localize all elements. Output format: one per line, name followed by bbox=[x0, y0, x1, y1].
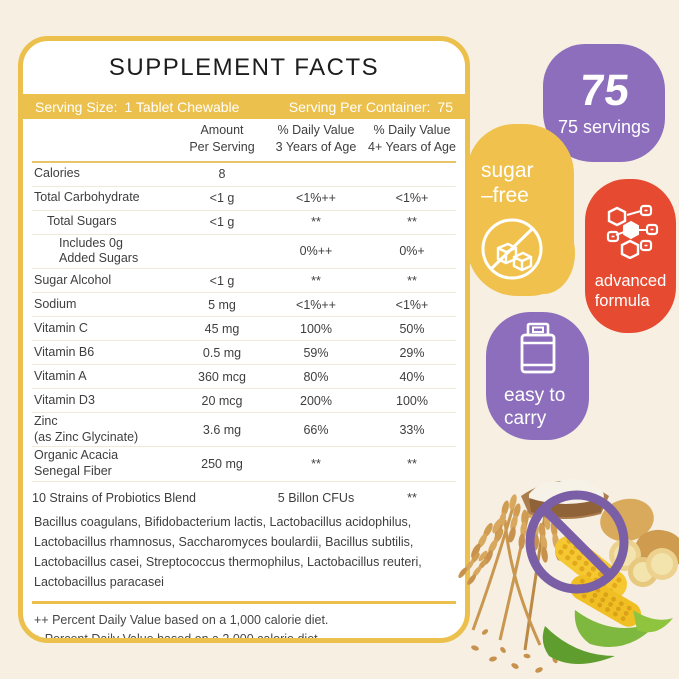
header-amount: Amount Per Serving bbox=[189, 123, 255, 154]
footnote-1000-calorie: ++ Percent Daily Value based on a 1,000 … bbox=[34, 612, 329, 627]
header-dv-3years: % Daily Value 3 Years of Age bbox=[275, 123, 357, 154]
table-row-total-sugars: Total Sugars <1 g ** ** bbox=[32, 211, 456, 235]
servings-label: 75 servings bbox=[557, 116, 651, 137]
servings-per-container: Serving Per Container: 75 bbox=[289, 99, 453, 115]
table-row-total-carbohydrate: Total Carbohydrate <1 g <1%++ <1%+ bbox=[32, 187, 456, 211]
table-row-vitamin-d3: Vitamin D3 20 mcg 200% 100% bbox=[32, 389, 456, 413]
servings-per-container-label: Serving Per Container: bbox=[288, 98, 431, 115]
no-grains-starch-illustration bbox=[455, 460, 679, 679]
prohibition-circle-icon bbox=[525, 490, 629, 594]
table-row-vitamin-b6: Vitamin B6 0.5 mg 59% 29% bbox=[32, 341, 456, 365]
probiotics-dv: ** bbox=[407, 490, 417, 505]
sugar-free-label: sugar –free bbox=[481, 159, 534, 208]
easy-to-carry-badge: easy to carry bbox=[486, 312, 589, 440]
footnote-2000-calorie: + Percent Daily Value based on a 2,000 c… bbox=[34, 632, 322, 643]
table-row-added-sugars: Includes 0g Added Sugars 0%++ 0%+ bbox=[32, 235, 456, 269]
molecule-icon bbox=[603, 201, 659, 264]
serving-info-bar: Serving Size: 1 Tablet Chewable Serving … bbox=[23, 94, 465, 119]
table-row-zinc: Zinc (as Zinc Glycinate) 3.6 mg 66% 33% bbox=[32, 413, 456, 448]
serving-size: Serving Size: 1 Tablet Chewable bbox=[35, 99, 239, 115]
serving-size-label: Serving Size: bbox=[35, 98, 118, 115]
header-dv-4plus: % Daily Value 4+ Years of Age bbox=[368, 123, 456, 154]
footnotes: ++ Percent Daily Value based on a 1,000 … bbox=[32, 600, 456, 643]
nutrition-table: Amount Per Serving % Daily Value 3 Years… bbox=[32, 119, 456, 601]
servings-per-container-value: 75 bbox=[437, 98, 453, 115]
panel-title: SUPPLEMENT FACTS bbox=[108, 54, 380, 81]
no-sugar-cubes-icon bbox=[478, 215, 546, 288]
easy-to-carry-label: easy to carry bbox=[504, 384, 566, 429]
advanced-formula-label: advanced formula bbox=[594, 271, 667, 310]
table-row-sodium: Sodium 5 mg <1%++ <1%+ bbox=[32, 293, 456, 317]
supplement-bottle-icon bbox=[515, 322, 561, 379]
wheat bbox=[456, 491, 563, 673]
servings-count: 75 bbox=[576, 65, 632, 115]
probiotics-blend-name: 10 Strains of Probiotics Blend bbox=[32, 490, 196, 505]
advanced-formula-badge: advanced formula bbox=[585, 179, 676, 333]
table-row-vitamin-c: Vitamin C 45 mg 100% 50% bbox=[32, 317, 456, 341]
probiotics-strains-list: Bacillus coagulans, Bifidobacterium lact… bbox=[34, 514, 422, 590]
table-header-row: Amount Per Serving % Daily Value 3 Years… bbox=[32, 119, 456, 163]
table-row-acacia-fiber: Organic Acacia Senegal Fiber 250 mg ** *… bbox=[32, 447, 456, 482]
table-row-vitamin-a: Vitamin A 360 mcg 80% 40% bbox=[32, 365, 456, 389]
table-row-probiotics-blend: 10 Strains of Probiotics Blend 5 Billon … bbox=[32, 482, 456, 510]
table-row-sugar-alcohol: Sugar Alcohol <1 g ** ** bbox=[32, 269, 456, 293]
probiotics-cfu-value: 5 Billon CFUs bbox=[277, 490, 355, 505]
supplement-facts-panel: SUPPLEMENT FACTS Serving Size: 1 Tablet … bbox=[18, 36, 470, 643]
serving-size-value: 1 Tablet Chewable bbox=[124, 98, 240, 115]
corn bbox=[542, 535, 673, 664]
table-row-calories: Calories 8 bbox=[32, 163, 456, 187]
